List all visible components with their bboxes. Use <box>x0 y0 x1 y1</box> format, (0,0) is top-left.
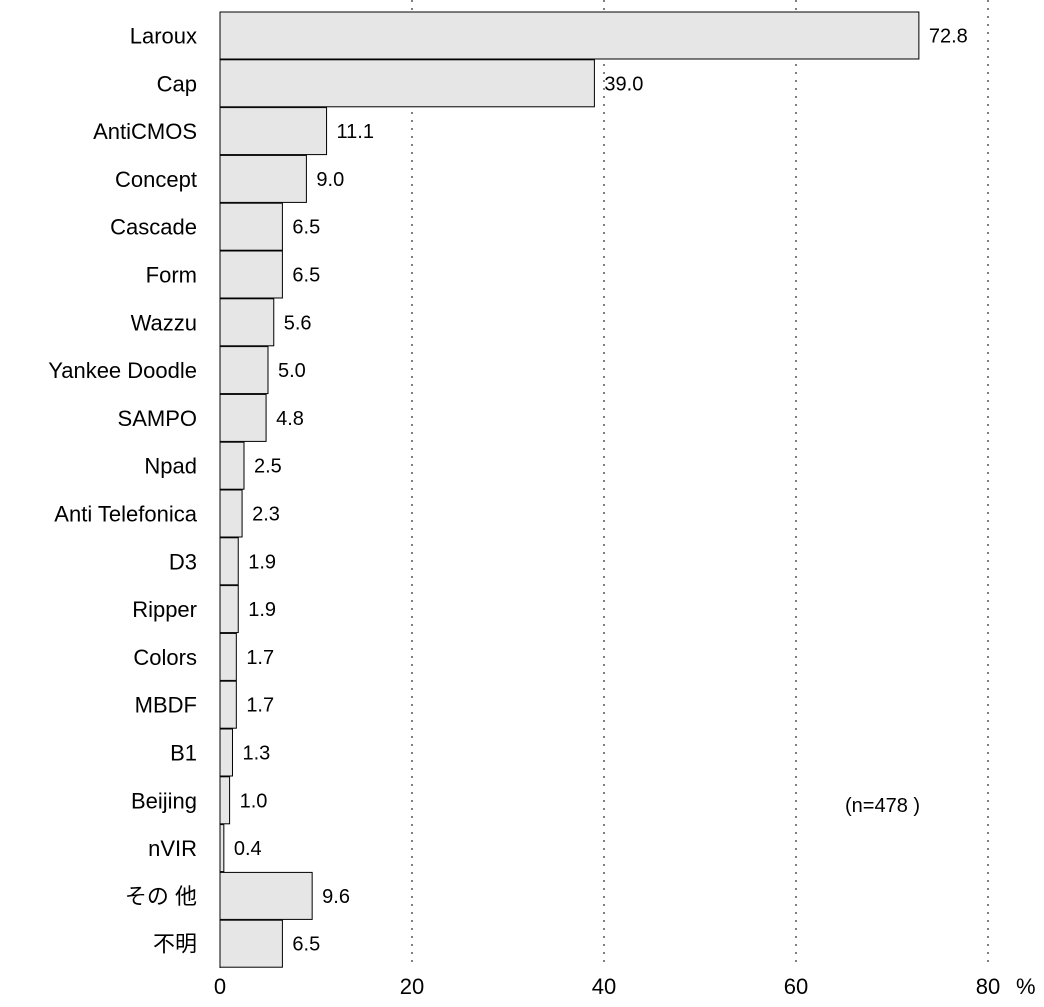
x-axis-unit-label: % <box>1016 974 1036 999</box>
category-label-0: Laroux <box>130 24 197 49</box>
category-label-18: その 他 <box>125 884 197 909</box>
value-label-17: 0.4 <box>234 838 262 860</box>
x-tick-label-20: 20 <box>400 974 424 999</box>
bar-15 <box>219 728 233 777</box>
value-label-16: 1.0 <box>240 790 268 812</box>
value-label-18: 9.6 <box>322 886 350 908</box>
category-label-4: Cascade <box>110 215 197 240</box>
value-label-8: 4.8 <box>276 408 304 430</box>
value-label-4: 6.5 <box>292 217 320 239</box>
bar-16 <box>219 776 231 825</box>
bar-14 <box>219 680 237 729</box>
x-tick-labels: 0 20 40 60 80 <box>214 974 1000 999</box>
bar-12 <box>219 585 239 634</box>
bar-3 <box>219 154 307 203</box>
value-label-3: 9.0 <box>316 169 344 191</box>
category-label-5: Form <box>146 263 197 288</box>
bar-7 <box>219 346 269 395</box>
value-label-1: 39.0 <box>604 73 643 95</box>
category-label-13: Colors <box>133 645 197 670</box>
category-label-15: B1 <box>170 741 197 766</box>
category-label-16: Beijing <box>131 788 197 813</box>
bar-11 <box>219 537 239 586</box>
category-label-1: Cap <box>157 71 197 96</box>
grid-lines <box>411 0 989 968</box>
value-labels: 72.8 39.0 11.1 9.0 6.5 6.5 5.6 5.0 4.8 2.5 2.3 1.9 1… <box>234 26 968 956</box>
value-label-9: 2.5 <box>254 456 282 478</box>
category-label-11: D3 <box>169 549 197 574</box>
category-label-17: nVIR <box>148 836 197 861</box>
value-label-13: 1.7 <box>246 647 274 669</box>
category-label-9: Npad <box>144 454 197 479</box>
category-label-6: Wazzu <box>131 310 197 335</box>
value-label-7: 5.0 <box>278 360 306 382</box>
value-label-5: 6.5 <box>292 265 320 287</box>
bar-5 <box>219 250 283 299</box>
value-label-14: 1.7 <box>246 695 274 717</box>
bar-13 <box>219 632 237 681</box>
bar-10 <box>219 489 243 538</box>
bar-19 <box>219 919 283 968</box>
value-label-15: 1.3 <box>242 743 270 765</box>
bar-9 <box>219 441 245 490</box>
x-tick-label-80: 80 <box>976 974 1000 999</box>
bars <box>219 11 920 968</box>
category-label-14: MBDF <box>135 693 197 718</box>
category-label-8: SAMPO <box>118 406 197 431</box>
x-tick-label-40: 40 <box>592 974 616 999</box>
sample-size-annotation: (n=478 ) <box>845 795 920 817</box>
bar-6 <box>219 298 275 347</box>
category-label-19: 不明 <box>153 932 197 957</box>
category-label-2: AntiCMOS <box>93 119 197 144</box>
value-label-10: 2.3 <box>252 504 280 526</box>
value-label-19: 6.5 <box>292 934 320 956</box>
x-tick-label-0: 0 <box>214 974 226 999</box>
category-label-10: Anti Telefonica <box>54 502 197 527</box>
bar-17 <box>219 824 225 873</box>
bar-0 <box>219 11 920 60</box>
category-label-12: Ripper <box>132 597 197 622</box>
value-label-12: 1.9 <box>248 599 276 621</box>
bar-8 <box>219 393 267 442</box>
value-label-2: 11.1 <box>337 121 374 143</box>
bar-2 <box>219 107 328 156</box>
bar-18 <box>219 871 313 920</box>
value-label-11: 1.9 <box>248 551 276 573</box>
category-label-3: Concept <box>115 167 197 192</box>
value-label-6: 5.6 <box>284 312 312 334</box>
bar-1 <box>219 59 595 108</box>
category-labels: Laroux Cap AntiCMOS Concept Cascade Form Wazzu… <box>48 24 198 957</box>
value-label-0: 72.8 <box>929 26 968 48</box>
bar-4 <box>219 202 283 251</box>
category-label-7: Yankee Doodle <box>48 358 197 383</box>
x-tick-label-60: 60 <box>784 974 808 999</box>
